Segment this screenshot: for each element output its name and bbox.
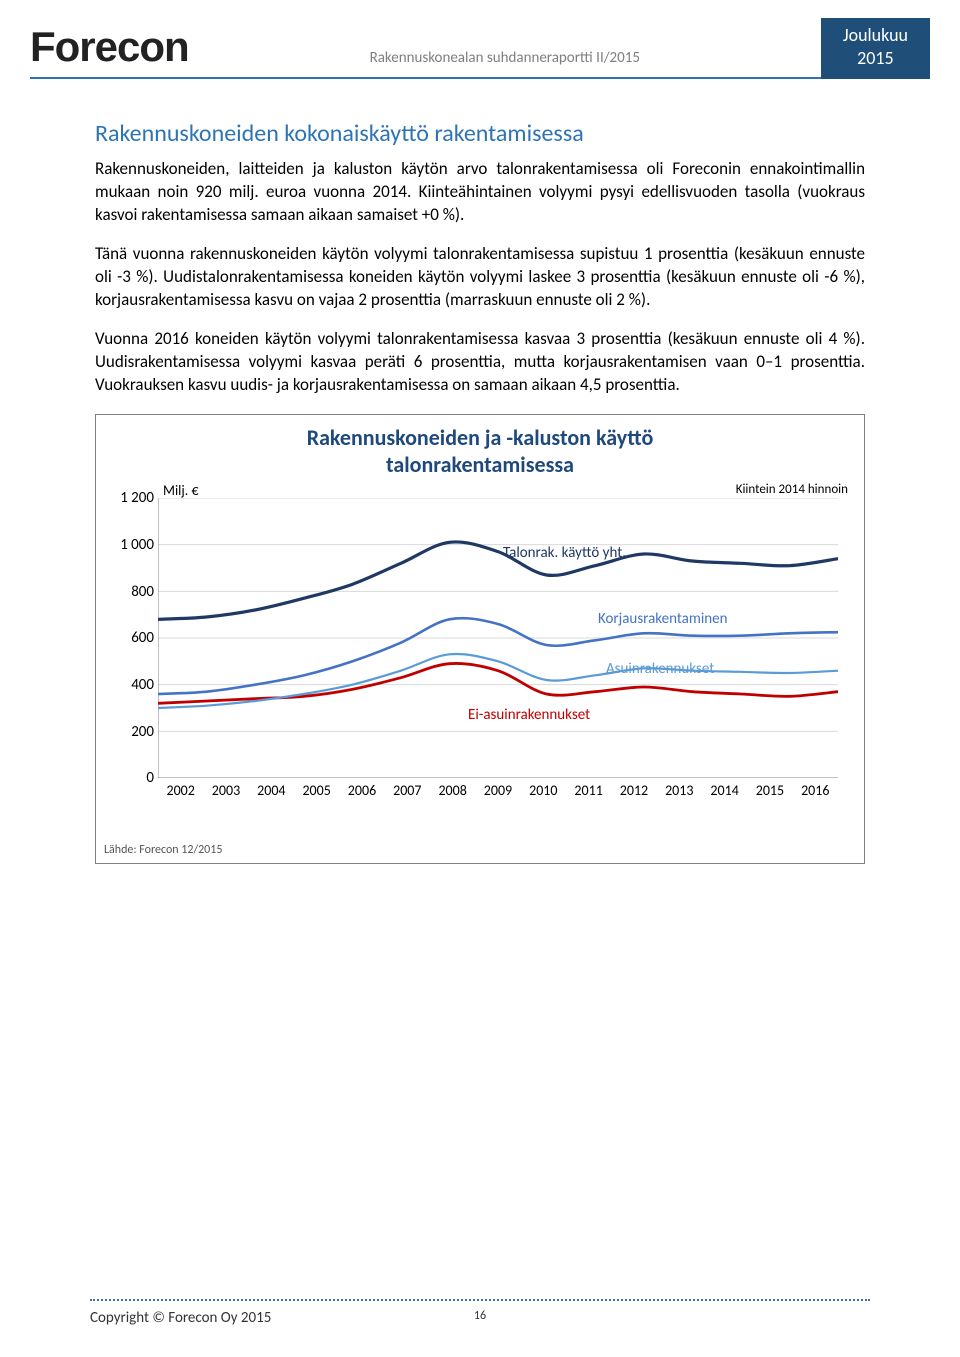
x-tick: 2007 xyxy=(385,782,430,799)
line-chart-svg xyxy=(158,498,838,778)
page-footer: Copyright © Forecon Oy 2015 16 xyxy=(0,1299,960,1327)
section-title: Rakennuskoneiden kokonaiskäyttö rakentam… xyxy=(95,119,865,148)
x-tick: 2010 xyxy=(521,782,566,799)
paragraph-3: Vuonna 2016 koneiden käytön volyymi talo… xyxy=(95,328,865,397)
price-note: Kiintein 2014 hinnoin xyxy=(736,482,848,497)
x-tick: 2016 xyxy=(793,782,838,799)
x-tick: 2013 xyxy=(657,782,702,799)
x-tick: 2002 xyxy=(158,782,203,799)
chart-area: Milj. € Kiintein 2014 hinnoin 0 200 400 600… xyxy=(108,484,852,814)
x-tick: 2005 xyxy=(294,782,339,799)
x-tick: 2014 xyxy=(702,782,747,799)
chart-container: Rakennuskoneiden ja -kaluston käyttö tal… xyxy=(95,414,865,864)
series-label-repair: Korjausrakentaminen xyxy=(598,610,728,628)
chart-title-l1: Rakennuskoneiden ja -kaluston käyttö xyxy=(307,424,654,451)
y-tick: 1 000 xyxy=(108,536,154,554)
x-tick: 2006 xyxy=(339,782,384,799)
paragraph-1: Rakennuskoneiden, laitteiden ja kaluston… xyxy=(95,158,865,227)
y-tick: 200 xyxy=(108,723,154,741)
y-tick: 800 xyxy=(108,583,154,601)
x-tick: 2003 xyxy=(203,782,248,799)
doc-subtitle: Rakennuskonealan suhdanneraportti II/201… xyxy=(209,49,801,79)
y-tick: 600 xyxy=(108,629,154,647)
badge-year: 2015 xyxy=(843,47,908,70)
x-tick: 2008 xyxy=(430,782,475,799)
date-badge: Joulukuu 2015 xyxy=(821,18,930,79)
x-tick: 2015 xyxy=(747,782,792,799)
chart-source: Lähde: Forecon 12/2015 xyxy=(104,843,222,857)
footer-spacer xyxy=(867,1309,870,1327)
y-tick: 1 200 xyxy=(108,489,154,507)
badge-month: Joulukuu xyxy=(843,24,908,47)
y-tick: 400 xyxy=(108,676,154,694)
page-header: Forecon Rakennuskonealan suhdanneraportt… xyxy=(0,0,960,79)
series-label-resid: Asuinrakennukset xyxy=(606,660,714,678)
logo: Forecon xyxy=(30,23,189,79)
footer-rule xyxy=(90,1299,870,1301)
x-tick: 2004 xyxy=(249,782,294,799)
x-tick: 2011 xyxy=(566,782,611,799)
content-area: Rakennuskoneiden kokonaiskäyttö rakentam… xyxy=(0,79,960,864)
copyright-text: Copyright © Forecon Oy 2015 xyxy=(90,1309,271,1327)
x-tick: 2009 xyxy=(475,782,520,799)
page-number: 16 xyxy=(474,1309,486,1323)
paragraph-2: Tänä vuonna rakennuskoneiden käytön voly… xyxy=(95,243,865,312)
x-tick: 2012 xyxy=(611,782,656,799)
series-label-nonres: Ei-asuinrakennukset xyxy=(468,706,590,724)
chart-title-l2: talonrakentamisessa xyxy=(386,451,574,478)
y-tick: 0 xyxy=(108,769,154,787)
chart-title: Rakennuskoneiden ja -kaluston käyttö tal… xyxy=(108,425,852,478)
y-axis-unit: Milj. € xyxy=(163,482,199,499)
x-tick-labels: 2002200320042005200620072008200920102011… xyxy=(158,782,838,799)
series-label-total: Talonrak. käyttö yht. xyxy=(503,544,626,562)
